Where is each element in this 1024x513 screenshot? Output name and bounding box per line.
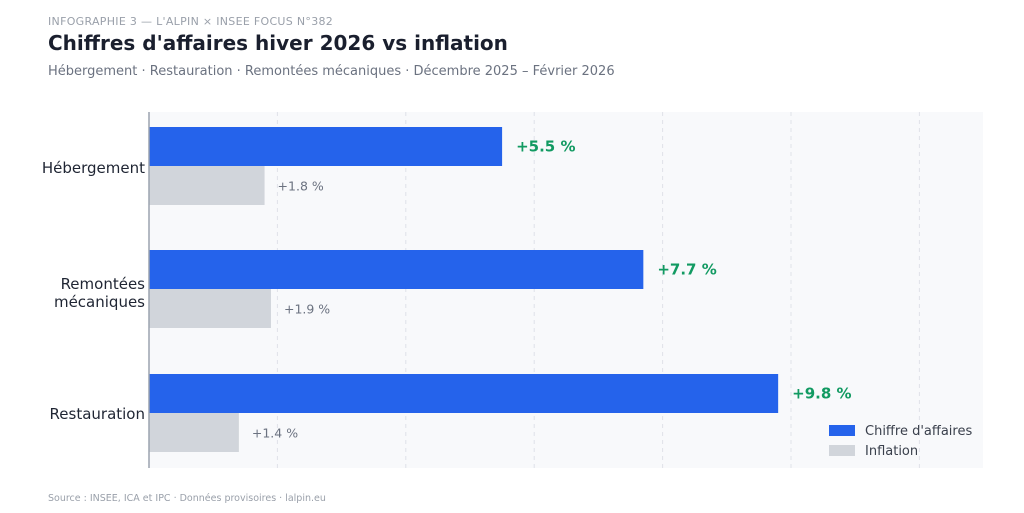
legend-swatch-revenue xyxy=(829,425,855,436)
category-label: Restauration xyxy=(50,405,145,423)
data-label-revenue: +7.7 % xyxy=(657,261,716,279)
bar-inflation xyxy=(149,413,239,452)
bar-revenue xyxy=(149,127,503,166)
category-label: mécaniques xyxy=(54,293,145,311)
legend-swatch-inflation xyxy=(829,445,855,456)
data-label-revenue: +9.8 % xyxy=(792,385,851,403)
bar-revenue xyxy=(149,374,779,413)
data-label-inflation: +1.8 % xyxy=(278,179,324,194)
source-footer: Source : INSEE, ICA et IPC · Données pro… xyxy=(48,493,326,504)
legend-label-inflation: Inflation xyxy=(865,444,918,459)
data-label-inflation: +1.9 % xyxy=(284,302,330,317)
kicker: INFOGRAPHIE 3 — L'ALPIN × INSEE FOCUS N°… xyxy=(48,15,334,28)
legend-label-revenue: Chiffre d'affaires xyxy=(865,424,972,439)
chart-subtitle: Hébergement · Restauration · Remontées m… xyxy=(48,64,615,79)
bar-inflation xyxy=(149,166,265,205)
category-label: Remontées xyxy=(61,275,146,293)
chart-title: Chiffres d'affaires hiver 2026 vs inflat… xyxy=(48,31,508,55)
data-label-inflation: +1.4 % xyxy=(252,426,298,441)
bar-inflation xyxy=(149,289,271,328)
bar-revenue xyxy=(149,250,644,289)
data-label-revenue: +5.5 % xyxy=(516,138,575,156)
category-label: Hébergement xyxy=(42,159,145,177)
